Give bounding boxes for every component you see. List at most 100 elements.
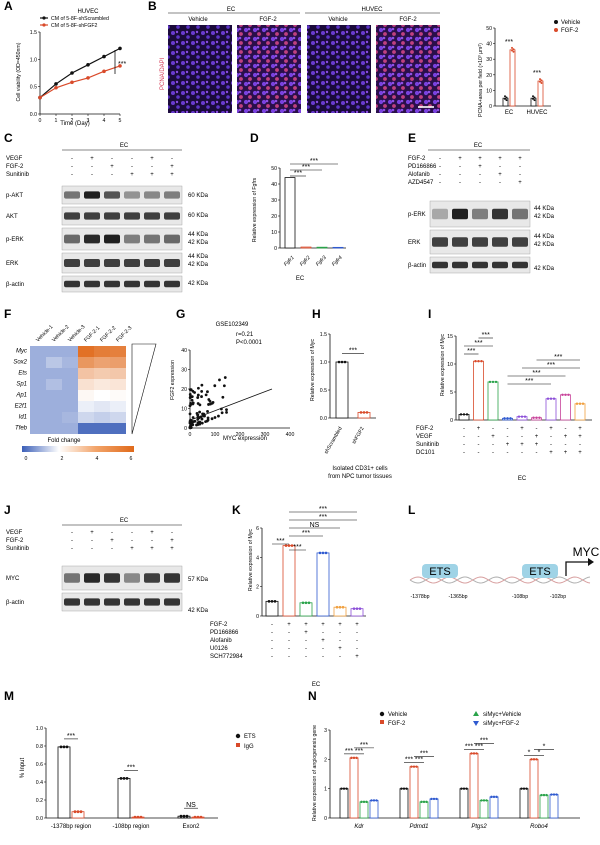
- k-sign: -: [339, 638, 341, 644]
- d-ytick-label: 50: [271, 166, 277, 172]
- h-ytick-label: 1.5: [320, 332, 327, 338]
- treatment-sign: -: [111, 530, 113, 536]
- i-sign: +: [520, 426, 524, 432]
- colorbar-tick: 0: [25, 456, 28, 462]
- blot-label: AKT: [6, 214, 18, 220]
- treatment-sign: -: [499, 164, 501, 170]
- treatment-sign: -: [71, 530, 73, 536]
- k-ytick-label: 4: [256, 555, 259, 561]
- g-point: [200, 421, 204, 425]
- blot-band: [84, 191, 100, 199]
- k-ytick-label: 0: [256, 614, 259, 620]
- panel-b-legend-2: FGF-2: [561, 28, 579, 34]
- g-ytick-label: 40: [181, 348, 187, 354]
- m-dot: [125, 777, 129, 780]
- i-sign: -: [492, 426, 494, 432]
- i-bar: [487, 381, 499, 421]
- treatment-sign: -: [71, 538, 73, 544]
- i-significance: ***: [525, 378, 533, 385]
- k-dot: [270, 600, 274, 603]
- panel-a-ylabel: Cell viability (OD=450nm): [16, 42, 22, 101]
- m-bar-ets: [117, 778, 131, 819]
- i-dot: [517, 415, 521, 418]
- panel-c-header: EC: [120, 143, 129, 149]
- b-dot: [504, 97, 506, 100]
- m-ytick-label: 0.6: [36, 762, 43, 768]
- n-dot: [340, 787, 343, 790]
- m-dot: [76, 810, 80, 814]
- treatment-sign: -: [111, 156, 113, 162]
- n-ytick-label: 3: [324, 728, 327, 734]
- f-cell: [94, 368, 110, 379]
- g-point: [225, 408, 228, 412]
- a-xtick-label: 0: [39, 118, 42, 124]
- panel-letter-n: N: [308, 689, 317, 703]
- i-sign: -: [507, 434, 509, 440]
- a-xtick-label: 4: [103, 118, 106, 124]
- treatment-sign: -: [499, 180, 501, 186]
- panel-labels: A B C D E F G H I J K L M N: [4, 0, 431, 703]
- b-ytick-label: 10: [486, 88, 492, 94]
- k-bar: [333, 606, 347, 617]
- g-point: [218, 378, 221, 382]
- treatment-sign: -: [71, 172, 73, 178]
- k-sign: +: [287, 622, 291, 628]
- d-xtick-label: Fgfr4: [331, 255, 344, 268]
- treatment-sign: -: [439, 156, 441, 162]
- n-dot: [550, 793, 553, 796]
- treatment-label: Sunitinib: [6, 172, 30, 178]
- m-ytick-label: 0.4: [36, 780, 43, 786]
- ets-site-2: [522, 564, 558, 578]
- n-dot: [405, 787, 408, 790]
- blot-band: [84, 234, 100, 244]
- i-dot: [552, 397, 556, 400]
- blot-band: [104, 280, 120, 288]
- b-ytick-label: 0: [489, 104, 492, 110]
- f-cell: [94, 401, 110, 412]
- blot-label: p-AKT: [6, 193, 23, 199]
- blot-band: [104, 259, 120, 267]
- i-dot: [480, 360, 483, 363]
- n-significance: *: [543, 743, 546, 750]
- panel-e-header: EC: [474, 143, 483, 149]
- panel-letter-j: J: [4, 503, 11, 517]
- i-sign: -: [565, 426, 567, 432]
- b-ytick-label: 30: [486, 57, 492, 63]
- blot-band: [64, 212, 80, 220]
- n-bar: [529, 758, 539, 819]
- g-point: [200, 383, 204, 387]
- i-ytick-label: 5: [450, 390, 453, 396]
- blot-band: [164, 598, 180, 606]
- h-ytick-label: 0.5: [320, 388, 327, 394]
- k-dot: [335, 605, 339, 609]
- k-significance: ***: [302, 530, 310, 537]
- blot-band: [84, 598, 100, 606]
- micrograph-ec-vehicle: [168, 25, 232, 113]
- blot-kda: 44 KDa: [534, 206, 555, 212]
- pos-3: -108bp: [512, 594, 528, 600]
- f-cell: [94, 379, 110, 390]
- a-ytick-label: 1.0: [30, 57, 37, 63]
- k-sign: -: [271, 630, 273, 636]
- blot-band: [124, 259, 140, 267]
- g-point: [188, 412, 192, 416]
- i-dot: [491, 380, 495, 384]
- g-point: [189, 401, 193, 405]
- ets-site-2-label: ETS: [529, 566, 550, 578]
- h-dot: [362, 411, 366, 414]
- i-dot: [567, 393, 570, 396]
- panel-letter-b: B: [148, 0, 157, 13]
- i-dot: [532, 416, 535, 419]
- tss-arrow: [565, 561, 588, 576]
- g-xtick-label: 200: [236, 432, 245, 438]
- m-dot: [79, 810, 83, 814]
- treatment-sign: -: [459, 172, 461, 178]
- f-col-label: FGF-2-2: [99, 325, 117, 343]
- h-dot: [365, 411, 369, 414]
- treatment-sign: +: [498, 172, 502, 178]
- k-dot: [273, 600, 277, 603]
- blot-band: [144, 234, 160, 244]
- panel-i: Relative expression of Myc 0 5 10 15 FGF-2 - +…: [416, 332, 592, 482]
- m-significance: ***: [127, 764, 135, 771]
